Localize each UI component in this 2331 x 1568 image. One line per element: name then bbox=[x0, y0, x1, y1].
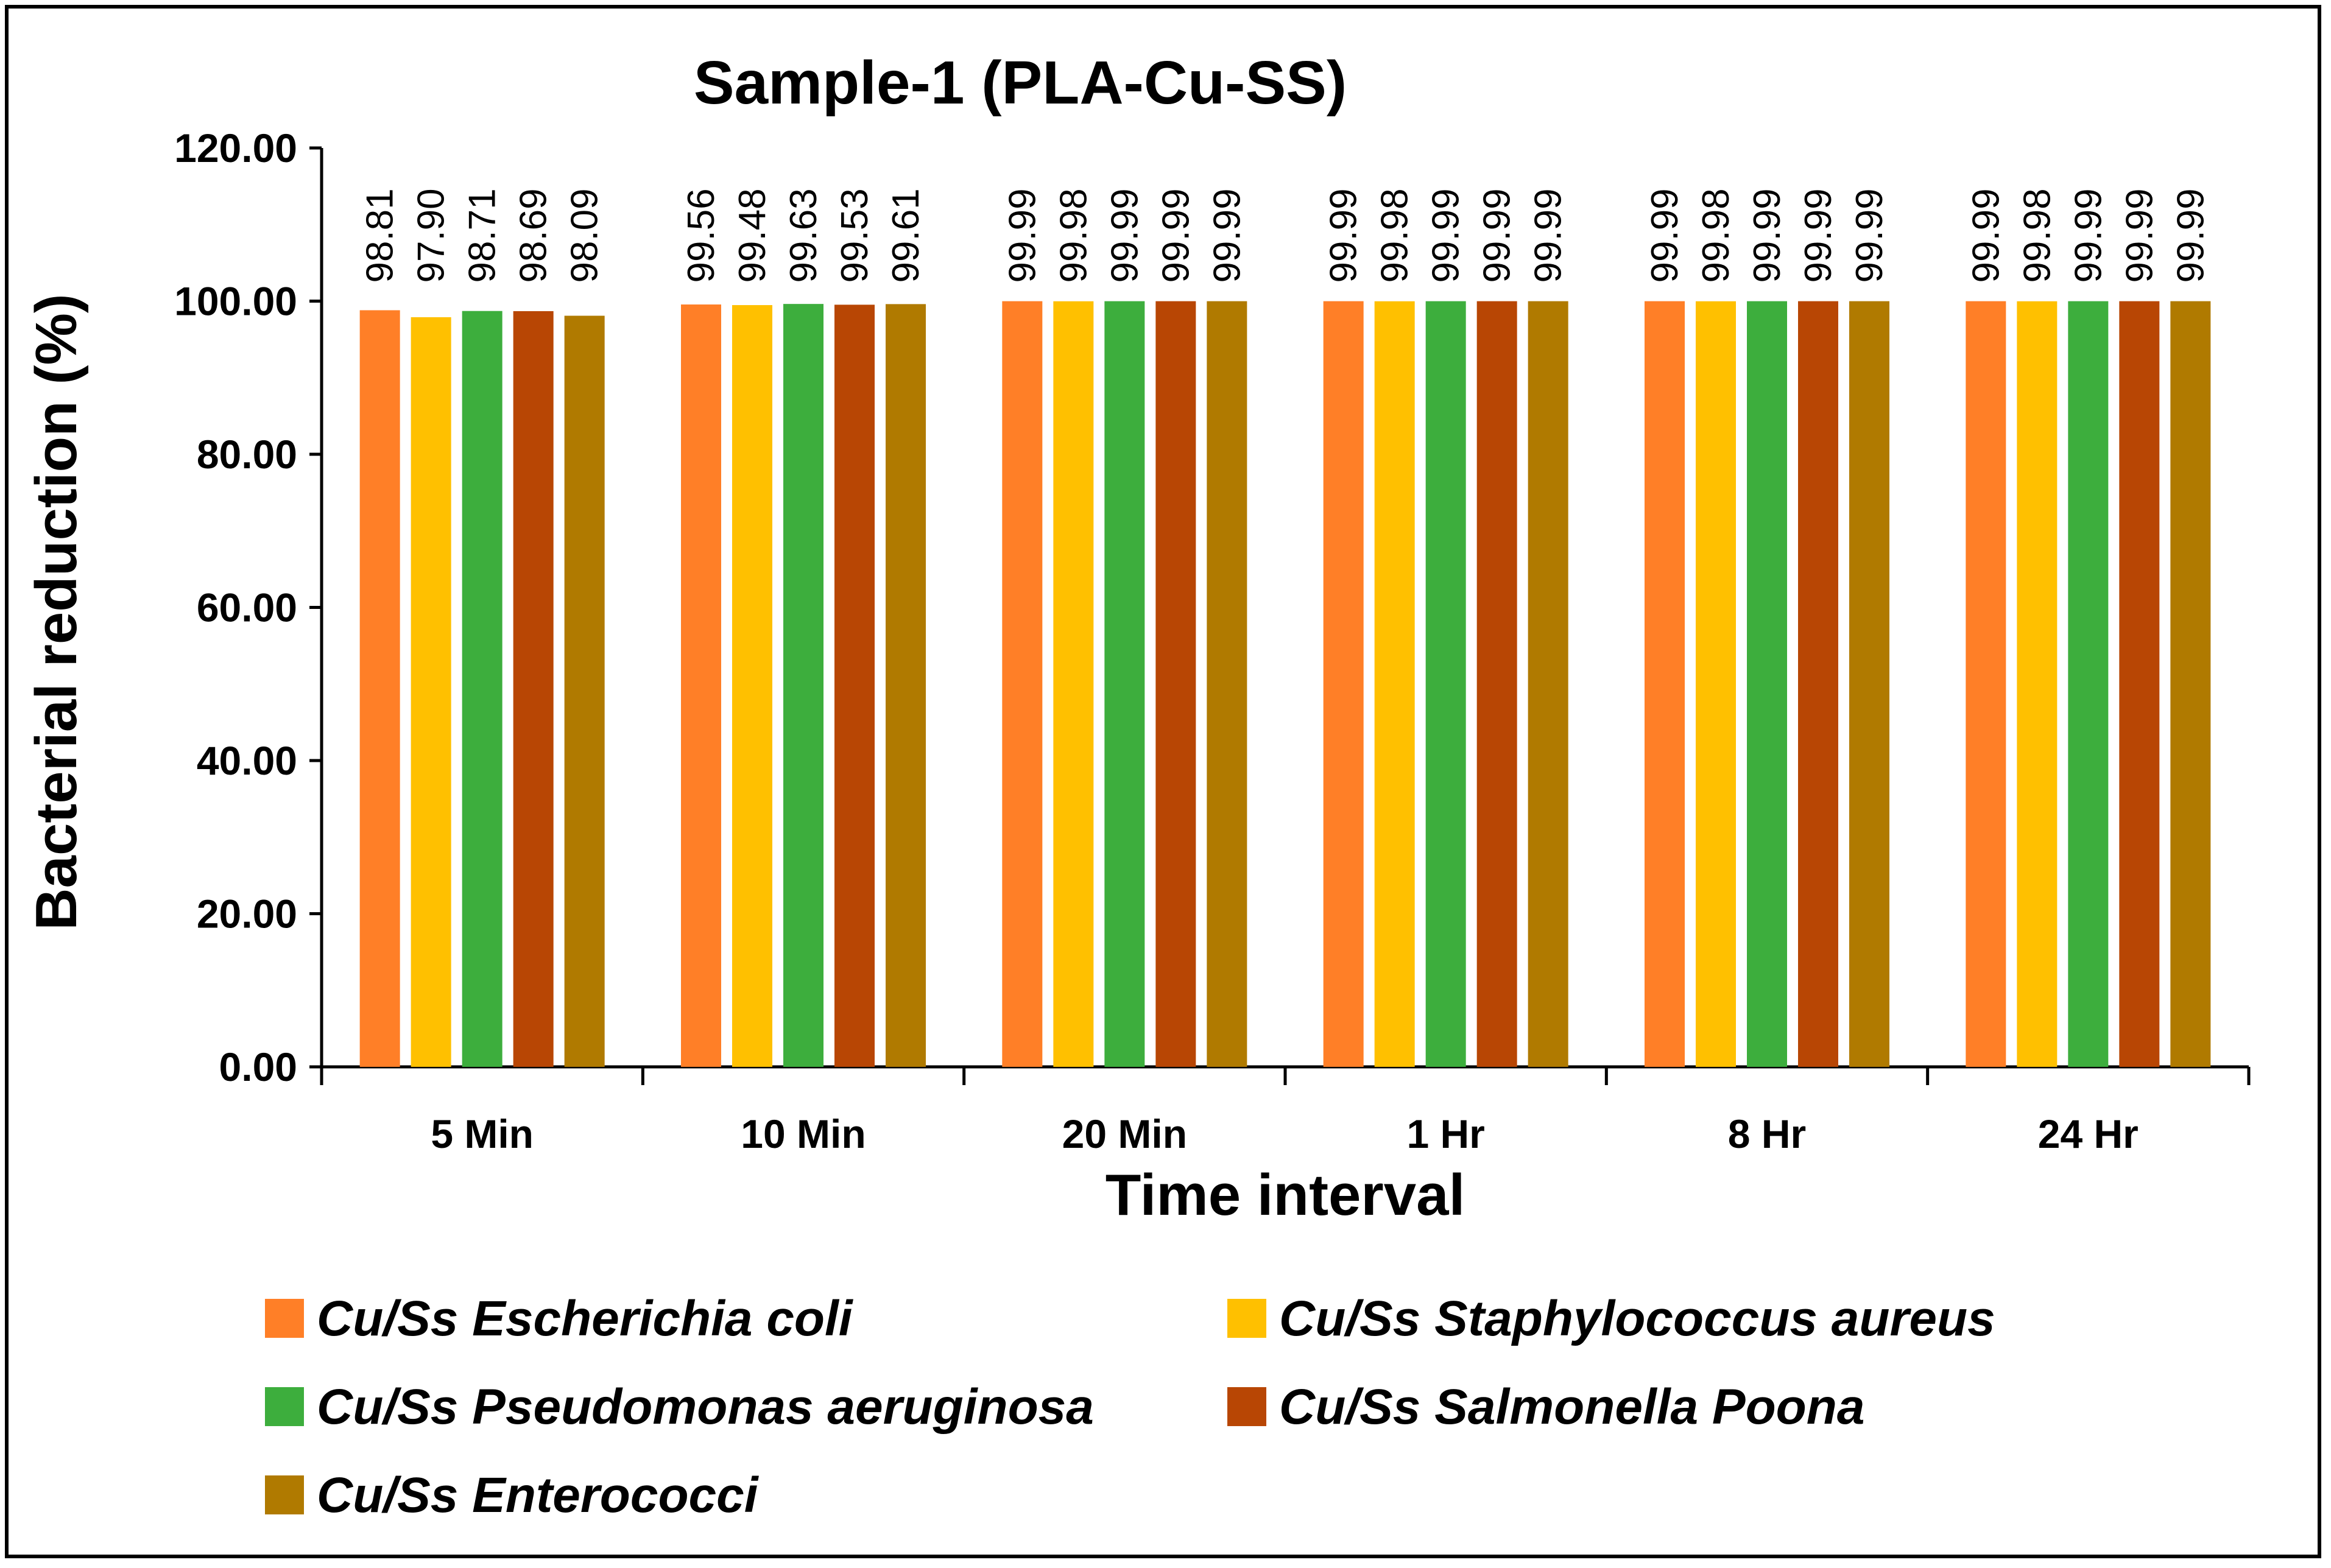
bar bbox=[732, 305, 772, 1067]
data-label: 99.99 bbox=[1155, 188, 1197, 283]
data-label: 99.99 bbox=[1746, 188, 1788, 283]
bar bbox=[1696, 301, 1736, 1067]
data-label: 99.98 bbox=[1053, 188, 1095, 283]
x-tick-label: 5 Min bbox=[431, 1111, 534, 1156]
data-label: 99.99 bbox=[1965, 188, 2007, 283]
y-tick-label: 120.00 bbox=[174, 125, 297, 171]
y-tick-label: 20.00 bbox=[197, 891, 297, 937]
x-tick-label: 20 Min bbox=[1062, 1111, 1187, 1156]
data-label: 99.99 bbox=[1476, 188, 1518, 283]
bar bbox=[1966, 301, 2006, 1067]
data-label: 99.99 bbox=[1323, 188, 1365, 283]
bar bbox=[834, 304, 875, 1067]
bar bbox=[1207, 301, 1247, 1067]
data-label: 99.99 bbox=[1797, 188, 1839, 283]
x-tick-label: 1 Hr bbox=[1406, 1111, 1484, 1156]
data-label: 99.98 bbox=[1374, 188, 1416, 283]
chart-title: Sample-1 (PLA-Cu-SS) bbox=[694, 49, 1347, 117]
bar bbox=[1476, 301, 1517, 1067]
data-label: 99.99 bbox=[1104, 188, 1146, 283]
legend: Cu/Ss Escherichia coli Cu/Ss Staphylococc… bbox=[265, 1291, 1995, 1523]
data-label: 98.71 bbox=[462, 188, 504, 283]
x-tick-label: 10 Min bbox=[741, 1111, 866, 1156]
data-label: 99.99 bbox=[2170, 188, 2212, 283]
data-label: 99.53 bbox=[834, 188, 876, 283]
bar bbox=[411, 317, 451, 1067]
y-tick-label: 40.00 bbox=[197, 738, 297, 783]
bar bbox=[359, 310, 400, 1067]
bar bbox=[681, 304, 721, 1067]
legend-label: Cu/Ss Enterococci bbox=[317, 1468, 760, 1523]
x-tick-label: 24 Hr bbox=[2038, 1111, 2139, 1156]
bar bbox=[1798, 301, 1838, 1067]
bar bbox=[1053, 301, 1094, 1067]
bar bbox=[1104, 301, 1145, 1067]
bar bbox=[513, 311, 554, 1067]
legend-swatch bbox=[265, 1475, 304, 1514]
bar bbox=[462, 311, 503, 1067]
y-tick-label: 0.00 bbox=[219, 1044, 297, 1089]
data-label: 99.99 bbox=[1644, 188, 1686, 283]
data-label: 99.63 bbox=[783, 188, 825, 283]
data-label: 99.99 bbox=[2118, 188, 2160, 283]
legend-swatch bbox=[265, 1387, 304, 1426]
y-tick-label: 80.00 bbox=[197, 432, 297, 477]
legend-swatch bbox=[1227, 1387, 1266, 1426]
bar bbox=[2119, 301, 2160, 1067]
bar bbox=[1323, 301, 1364, 1067]
data-label: 99.61 bbox=[885, 188, 927, 283]
x-tick-label: 8 Hr bbox=[1728, 1111, 1806, 1156]
legend-swatch bbox=[265, 1299, 304, 1338]
bar bbox=[1747, 301, 1787, 1067]
data-label: 99.98 bbox=[1695, 188, 1737, 283]
bar bbox=[2017, 301, 2058, 1067]
data-label: 97.90 bbox=[411, 188, 453, 283]
bar bbox=[2068, 301, 2109, 1067]
y-axis-title: Bacterial reduction (%) bbox=[24, 294, 89, 930]
data-label: 98.81 bbox=[359, 188, 401, 283]
data-label: 99.99 bbox=[1001, 188, 1043, 283]
data-label: 99.48 bbox=[732, 188, 774, 283]
bar bbox=[1425, 301, 1466, 1067]
data-label: 98.69 bbox=[513, 188, 555, 283]
legend-label: Cu/Ss Pseudomonas aeruginosa bbox=[317, 1379, 1094, 1435]
bar bbox=[1528, 301, 1568, 1067]
data-label: 99.99 bbox=[2067, 188, 2109, 283]
bar bbox=[1849, 301, 1889, 1067]
data-label: 99.99 bbox=[1425, 188, 1467, 283]
y-tick-label: 100.00 bbox=[174, 279, 297, 324]
legend-label: Cu/Ss Salmonella Poona bbox=[1279, 1379, 1864, 1435]
bar bbox=[886, 304, 926, 1067]
data-label: 99.99 bbox=[1528, 188, 1570, 283]
data-label: 99.99 bbox=[1849, 188, 1891, 283]
bar bbox=[2170, 301, 2211, 1067]
bar bbox=[1645, 301, 1685, 1067]
data-label: 99.56 bbox=[680, 188, 722, 283]
bar bbox=[783, 304, 823, 1067]
data-label: 99.98 bbox=[2016, 188, 2058, 283]
bar bbox=[1002, 301, 1043, 1067]
x-axis-title: Time interval bbox=[1106, 1162, 1465, 1228]
legend-label: Cu/Ss Escherichia coli bbox=[317, 1291, 854, 1346]
bar bbox=[564, 315, 605, 1067]
y-tick-label: 60.00 bbox=[197, 585, 297, 630]
bar bbox=[1374, 301, 1415, 1067]
legend-label: Cu/Ss Staphylococcus aureus bbox=[1279, 1291, 1995, 1346]
bar bbox=[1155, 301, 1196, 1067]
data-label: 98.09 bbox=[564, 188, 606, 283]
plot-area: 0.00 20.00 40.00 60.00 80.00 100.00 120.00 5 Mi… bbox=[174, 125, 2251, 1156]
data-label: 99.99 bbox=[1206, 188, 1248, 283]
legend-swatch bbox=[1227, 1299, 1266, 1338]
